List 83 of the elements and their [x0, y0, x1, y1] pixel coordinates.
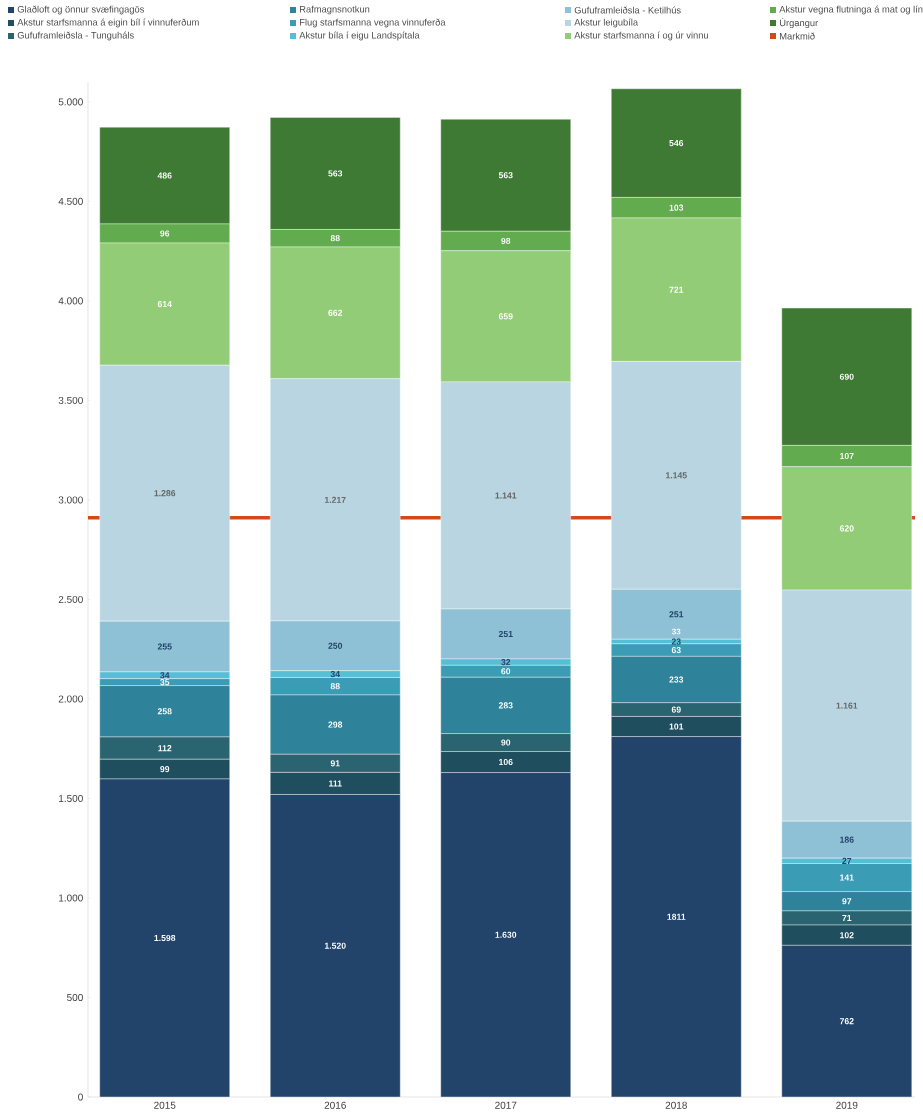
data-label: 251 [669, 611, 684, 618]
data-label: 662 [328, 309, 343, 316]
y-tick-label: 1.500 [59, 794, 83, 803]
data-label: 90 [501, 739, 511, 746]
x-tick-label: 2017 [495, 1101, 517, 1109]
data-label: 34 [160, 672, 170, 679]
data-label: 250 [328, 642, 343, 649]
x-tick-label: 2019 [836, 1101, 858, 1109]
data-label: 35 [160, 679, 170, 686]
legend-label: Gufuframleiðsla - Tunguháls [17, 31, 134, 41]
data-label: 103 [669, 204, 684, 211]
y-tick-label: 0 [78, 1093, 83, 1101]
data-label: 1811 [667, 913, 686, 920]
x-tick-label: 2016 [324, 1101, 346, 1109]
data-label: 255 [157, 643, 172, 650]
legend-label: Akstur starfsmanna á eigin bíl í vinnuferðum [17, 18, 199, 28]
data-label: 563 [328, 170, 343, 177]
data-label: 1.217 [324, 496, 346, 503]
legend-label: Gufuframleiðsla - Ketilhús [574, 6, 681, 14]
legend-label: Akstur leigubíla [574, 18, 639, 28]
data-label: 620 [839, 525, 854, 532]
data-label: 34 [330, 671, 341, 678]
data-label: 251 [498, 630, 513, 638]
data-label: 107 [840, 452, 854, 460]
data-label: 97 [842, 898, 852, 905]
x-tick-label: 2015 [154, 1101, 176, 1109]
data-label: 101 [669, 723, 684, 730]
annotation: 33 [672, 628, 681, 635]
y-tick-label: 2.000 [58, 695, 83, 703]
data-label: 106 [499, 758, 513, 766]
data-label: 88 [330, 683, 340, 690]
data-label: 88 [330, 235, 340, 242]
data-label: 1.286 [154, 490, 176, 497]
y-tick-label: 500 [67, 993, 83, 1002]
data-label: 141 [840, 874, 854, 881]
data-label: 71 [842, 914, 852, 921]
legend-label: Akstur bíla í eigu Landspítala [299, 31, 420, 41]
y-tick-label: 4.500 [58, 197, 83, 205]
legend-label: Markmið [780, 32, 815, 40]
data-label: 258 [157, 708, 172, 715]
y-tick-label: 2.500 [58, 595, 83, 603]
data-label: 91 [330, 760, 340, 767]
data-label: 659 [498, 313, 513, 320]
data-label: 1.141 [495, 492, 517, 499]
data-label: 614 [157, 301, 172, 308]
y-tick-label: 1.000 [59, 894, 83, 902]
data-label: 1.520 [324, 942, 346, 949]
data-label: 546 [669, 140, 684, 147]
legend-label: Flug starfsmanna vegna vinnuferða [300, 18, 446, 28]
data-label: 99 [160, 766, 170, 773]
data-label: 186 [840, 836, 854, 843]
legend-label: Glaðloft og önnur svæfingagös [17, 5, 145, 15]
data-label: 69 [671, 706, 681, 713]
data-label: 1.145 [665, 472, 687, 479]
data-label: 486 [157, 172, 172, 179]
data-label: 1.630 [495, 931, 517, 938]
data-label: 98 [501, 237, 511, 245]
legend-label: Rafmagnsnotkun [300, 5, 370, 15]
data-label: 96 [160, 230, 170, 237]
legend-label: Akstur starfsmanna í og úr vinnu [574, 31, 708, 41]
y-tick-label: 3.000 [58, 496, 83, 504]
data-label: 283 [498, 702, 513, 709]
y-tick-label: 3.500 [58, 396, 83, 404]
x-tick-label: 2018 [665, 1101, 687, 1109]
y-tick-label: 5.000 [58, 98, 83, 106]
legend-label: Akstur vegna flutninga á mat og lín [779, 5, 923, 15]
data-label: 233 [669, 676, 684, 683]
y-tick-label: 4.000 [58, 297, 83, 305]
data-label: 63 [671, 647, 681, 654]
data-label: 111 [329, 780, 342, 787]
data-label: 762 [839, 1018, 854, 1025]
data-label: 298 [328, 721, 343, 728]
data-label: 721 [669, 286, 684, 293]
legend-label: Úrgangur [779, 17, 819, 29]
data-label: 112 [158, 745, 172, 752]
data-label: 690 [839, 373, 854, 380]
data-label: 1.598 [154, 934, 176, 942]
data-label: 102 [840, 932, 854, 939]
data-label: 563 [498, 172, 513, 179]
data-label: 32 [501, 659, 511, 666]
data-label: 27 [842, 857, 852, 864]
data-label: 1.161 [836, 702, 858, 709]
data-label: 60 [501, 668, 511, 675]
